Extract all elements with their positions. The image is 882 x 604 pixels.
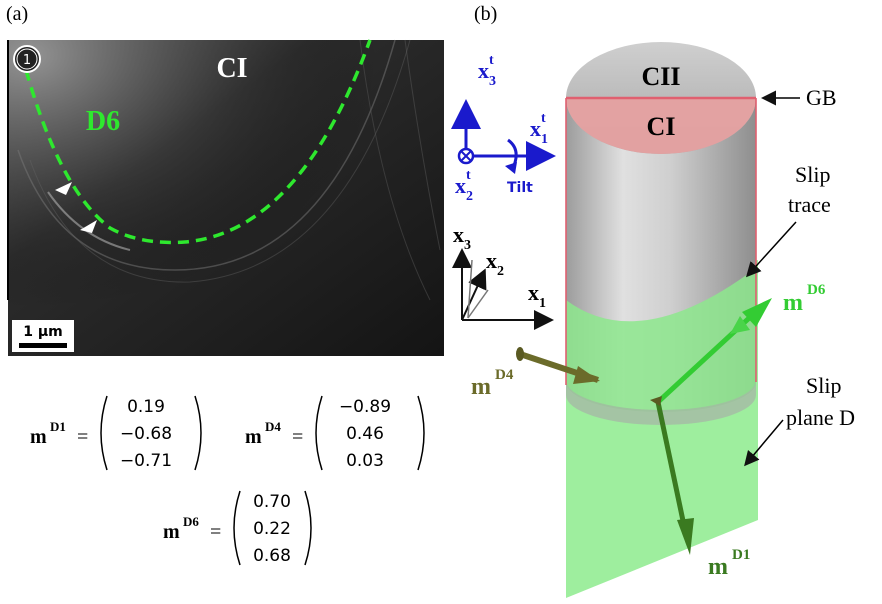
sem-image (7, 39, 444, 356)
svg-text:=: = (77, 426, 88, 448)
svg-text:2: 2 (497, 264, 504, 279)
svg-text:x: x (478, 58, 489, 83)
vector-md6 (656, 298, 772, 404)
md6-label: m (783, 290, 803, 316)
gb-ci-region (566, 98, 756, 154)
grain-ci-label-b: CI (647, 112, 676, 141)
svg-text:−0.71: −0.71 (120, 451, 172, 471)
marker-circle (13, 45, 41, 73)
svg-text:Tilt: Tilt (507, 180, 533, 196)
white-arrowhead-2 (80, 220, 97, 233)
svg-text:x: x (486, 248, 497, 273)
svg-text:=: = (292, 426, 303, 448)
md1-label: m (708, 554, 728, 580)
svg-text:−0.68: −0.68 (120, 424, 172, 444)
slip-trace-label-2: trace (788, 192, 831, 217)
svg-text:D6: D6 (807, 282, 826, 298)
slip-trace-label-1: Slip (795, 162, 830, 187)
sample-frame: x 3 x 2 x 1 (452, 222, 554, 330)
scale-bar (19, 343, 67, 348)
svg-text:t: t (489, 53, 494, 68)
panel-b-label: (b) (474, 3, 497, 25)
white-arrowhead-1 (55, 182, 72, 195)
svg-text:=: = (210, 521, 221, 543)
svg-text:t: t (541, 111, 546, 126)
svg-text:m: m (245, 426, 262, 448)
svg-text:D1: D1 (50, 419, 66, 434)
slip-plane-label-1: Slip (806, 373, 841, 398)
panel-a-label: (a) (6, 3, 28, 25)
svg-text:x: x (453, 222, 464, 247)
svg-text:m: m (30, 426, 47, 448)
svg-text:x: x (455, 173, 466, 198)
equation-md4: m D4 = −0.89 0.46 0.03 (245, 395, 425, 471)
marker-number: 1 (23, 53, 31, 68)
svg-text:0.03: 0.03 (346, 451, 384, 471)
svg-text:1: 1 (539, 296, 546, 311)
svg-text:m: m (163, 521, 180, 543)
equation-md1: m D1 = 0.19 −0.68 −0.71 (30, 395, 202, 471)
svg-text:1: 1 (541, 132, 548, 147)
equation-md6: m D6 = 0.70 0.22 0.68 (163, 490, 312, 566)
grain-ci-label-a: CI (216, 53, 247, 84)
vector-md4 (516, 347, 600, 384)
md4-label: m (471, 374, 491, 400)
svg-text:D4: D4 (495, 367, 514, 383)
svg-text:x: x (530, 116, 541, 141)
svg-text:D4: D4 (265, 419, 281, 434)
svg-text:D6: D6 (183, 514, 199, 529)
slip-plane-label-2: plane D (786, 405, 855, 430)
svg-text:−0.89: −0.89 (339, 397, 391, 417)
d6-dashed-trace (24, 39, 372, 245)
svg-text:0.70: 0.70 (253, 492, 291, 512)
svg-text:t: t (466, 168, 471, 183)
svg-text:3: 3 (489, 74, 496, 89)
tilt-frame: x t 3 x t 1 x t 2 Tilt (451, 53, 556, 204)
svg-text:0.22: 0.22 (253, 519, 291, 539)
vector-md1 (650, 396, 694, 555)
scale-bar-label: 1 µm (23, 324, 63, 340)
slip-plane-band (566, 268, 756, 412)
svg-text:2: 2 (466, 189, 473, 204)
svg-text:0.68: 0.68 (253, 546, 291, 566)
grain-cii-label: CII (641, 62, 680, 91)
svg-text:x: x (528, 280, 539, 305)
gb-label: GB (806, 85, 837, 110)
svg-text:0.19: 0.19 (127, 397, 165, 417)
svg-text:D1: D1 (732, 547, 750, 563)
d6-label: D6 (86, 106, 120, 137)
svg-text:3: 3 (464, 238, 471, 253)
svg-text:0.46: 0.46 (346, 424, 384, 444)
